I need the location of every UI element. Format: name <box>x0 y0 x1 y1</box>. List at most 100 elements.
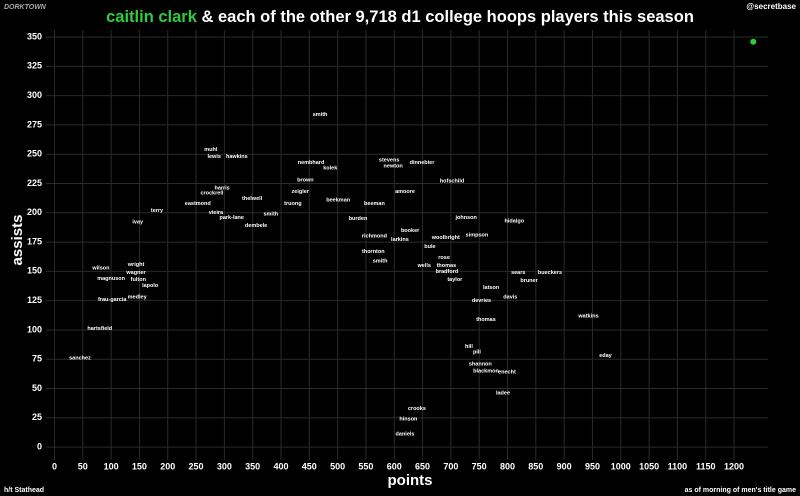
x-tick-label: 500 <box>330 461 345 471</box>
player-label: blackmon <box>473 368 499 374</box>
player-label: taylor <box>447 277 463 283</box>
y-tick-label: 275 <box>27 119 42 129</box>
player-label: larkins <box>391 237 409 243</box>
player-label: newton <box>384 163 404 169</box>
player-label: hofschild <box>440 179 464 185</box>
player-label: wagner <box>125 270 146 276</box>
y-tick-label: 300 <box>27 90 42 100</box>
x-tick-label: 1000 <box>611 461 631 471</box>
player-label: smith <box>373 258 388 264</box>
x-tick-label: 1200 <box>724 461 744 471</box>
player-label: devries <box>472 298 491 304</box>
player-label: johnson <box>454 215 477 221</box>
x-tick-label: 850 <box>528 461 543 471</box>
player-label: lapolo <box>142 283 159 289</box>
player-label: eastmond <box>185 201 211 207</box>
player-label: hartsfield <box>87 326 112 332</box>
player-label: beeman <box>364 201 385 207</box>
x-tick-label: 800 <box>500 461 515 471</box>
credit: h/t Stathead <box>4 487 44 494</box>
x-tick-label: 350 <box>245 461 260 471</box>
handle: @secretbase <box>746 2 796 11</box>
player-label: dembele <box>245 223 267 229</box>
title-rest: & each of the other 9,718 d1 college hoo… <box>197 8 694 26</box>
x-tick-label: 150 <box>132 461 147 471</box>
brand: DORKTOWN <box>4 4 47 11</box>
player-label: vieira <box>209 210 224 216</box>
chart-title: caitlin clark & each of the other 9,718 … <box>106 8 694 26</box>
player-label: amoore <box>395 189 415 195</box>
y-tick-label: 100 <box>27 324 42 334</box>
player-label: smith <box>263 211 278 217</box>
x-tick-label: 250 <box>189 461 204 471</box>
player-label: thomas <box>476 317 496 323</box>
player-label: woolbright <box>431 235 460 241</box>
x-tick-label: 0 <box>52 461 57 471</box>
player-label: muhl <box>204 147 218 153</box>
y-axis-label: assists <box>9 215 26 266</box>
player-label: eday <box>599 353 612 359</box>
player-label: burden <box>349 216 368 222</box>
y-tick-label: 325 <box>27 61 42 71</box>
player-label: bule <box>424 244 435 250</box>
x-tick-label: 1050 <box>639 461 659 471</box>
player-label: wilson <box>91 265 110 271</box>
y-tick-label: 200 <box>27 207 42 217</box>
player-label: ivay <box>132 220 144 226</box>
player-label: kolek <box>323 166 338 172</box>
player-label: stevens <box>379 158 400 164</box>
player-label: crockrell <box>200 190 223 196</box>
highlight-point <box>750 38 757 45</box>
y-tick-label: 250 <box>27 149 42 159</box>
player-label: brown <box>297 177 314 183</box>
y-tick-label: 150 <box>27 266 42 276</box>
player-label: thornton <box>362 249 385 255</box>
x-tick-label: 1100 <box>668 461 688 471</box>
y-tick-label: 50 <box>32 383 42 393</box>
note: as of morning of men's title game <box>685 487 796 494</box>
player-label: zeigler <box>292 189 310 195</box>
y-tick-label: 75 <box>32 354 42 364</box>
y-tick-label: 175 <box>27 236 42 246</box>
player-label: thelwell <box>242 196 263 202</box>
y-tick-label: 0 <box>37 441 42 451</box>
player-label: lewis <box>207 154 220 160</box>
player-label: sears <box>511 270 525 276</box>
x-tick-label: 550 <box>358 461 373 471</box>
player-label: harris <box>214 186 229 192</box>
player-label: wells <box>417 263 431 269</box>
player-label: pill <box>473 350 481 356</box>
player-label: ladee <box>496 391 510 397</box>
player-label: wright <box>127 262 145 268</box>
x-tick-label: 1150 <box>696 461 716 471</box>
x-tick-label: 450 <box>302 461 317 471</box>
player-label: watkins <box>577 313 598 319</box>
player-label: simpson <box>466 232 489 238</box>
player-label: davis <box>503 295 517 301</box>
x-tick-label: 750 <box>472 461 487 471</box>
y-tick-label: 25 <box>32 412 42 422</box>
x-tick-label: 400 <box>273 461 288 471</box>
x-axis-label: points <box>388 472 433 489</box>
player-label: bruner <box>520 278 538 284</box>
player-label: richmond <box>362 234 387 240</box>
player-label: latson <box>483 285 500 291</box>
player-label: fulton <box>131 277 147 283</box>
y-tick-label: 350 <box>27 31 42 41</box>
player-label: bueckers <box>538 270 562 276</box>
player-label: enecht <box>498 370 516 376</box>
player-label: hinson <box>399 416 418 422</box>
player-label: truong <box>284 201 301 207</box>
x-tick-label: 50 <box>78 461 88 471</box>
player-label: magnuson <box>97 276 125 282</box>
player-label: thomas <box>437 263 457 269</box>
x-tick-label: 100 <box>104 461 119 471</box>
player-label: dinnebier <box>410 160 436 166</box>
player-label: park-lane <box>220 215 244 221</box>
player-label: sanchez <box>69 356 91 362</box>
player-label: hidalgo <box>505 218 525 224</box>
player-label: terry <box>151 208 164 214</box>
player-label: beekman <box>326 197 350 203</box>
